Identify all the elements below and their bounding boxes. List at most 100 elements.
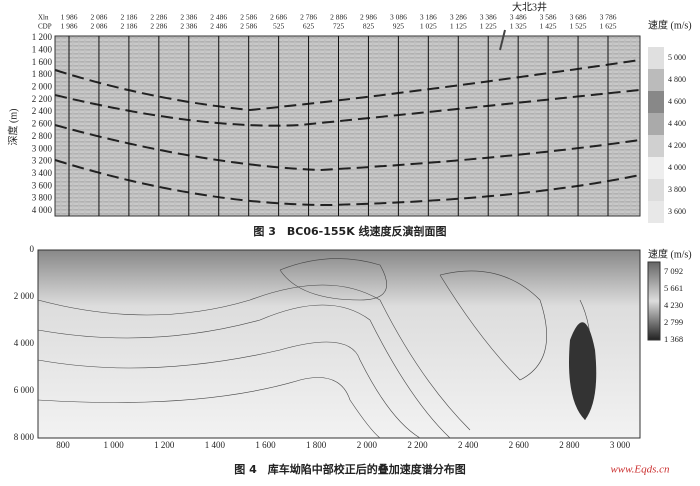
- caption: 图 3 BC06-155K 线速度反演剖面图: [253, 224, 446, 238]
- legend-label: 4 800: [668, 75, 686, 84]
- y-label: 6 000: [14, 385, 35, 395]
- x-label: 1 400: [205, 440, 226, 450]
- xln-label: 3 186: [420, 13, 437, 22]
- legend-label: 4 600: [668, 97, 686, 106]
- cdp-label: 625: [303, 22, 315, 31]
- x-label: 2 200: [407, 440, 428, 450]
- x-label: 2 600: [509, 440, 530, 450]
- xln-label: 3 486: [510, 13, 527, 22]
- xln-label: 1 986: [61, 13, 78, 22]
- cdp-label: 1 125: [450, 22, 467, 31]
- xln-label: 2 786: [300, 13, 317, 22]
- y-label: 2 000: [32, 81, 53, 91]
- cdp-label: 1 625: [600, 22, 617, 31]
- xln-label: 2 486: [210, 13, 227, 22]
- xln-label: 3 786: [600, 13, 617, 22]
- legend-label: 2 799: [664, 317, 683, 327]
- caption: 图 4 库车坳陷中部校正后的叠加速度谱分布图: [234, 462, 465, 476]
- xln-label: 2 986: [360, 13, 377, 22]
- header-label: CDP: [38, 23, 52, 31]
- x-label: 1 600: [255, 440, 276, 450]
- xln-label: 2 886: [330, 13, 347, 22]
- header-label: Xln: [38, 14, 49, 22]
- cdp-label: 1 225: [480, 22, 497, 31]
- legend-swatch: [648, 113, 664, 135]
- legend-swatch: [648, 69, 664, 91]
- cdp-label: 925: [393, 22, 405, 31]
- legend-label: 5 000: [668, 53, 686, 62]
- xln-label: 3 686: [570, 13, 587, 22]
- legend-label: 1 368: [664, 334, 683, 344]
- horizon: [54, 159, 641, 207]
- cdp-label: 825: [363, 22, 375, 31]
- legend-swatch: [648, 47, 664, 69]
- xln-label: 3 386: [480, 13, 497, 22]
- legend-swatch: [648, 157, 664, 179]
- x-label: 2 400: [458, 440, 479, 450]
- horizon: [54, 124, 641, 172]
- colorbar: [647, 261, 661, 341]
- y-label: 4 000: [14, 338, 35, 348]
- legend-label: 4 230: [664, 300, 683, 310]
- xln-label: 2 286: [150, 13, 167, 22]
- xln-label: 2 086: [91, 13, 108, 22]
- y-label: 2 800: [32, 131, 53, 141]
- y-axis-title: 深度 (m): [6, 109, 19, 146]
- cdp-label: 1 525: [570, 22, 587, 31]
- x-label: 2 800: [559, 440, 580, 450]
- xln-label: 2 586: [240, 13, 257, 22]
- legend-label: 7 092: [664, 266, 683, 276]
- cdp-label: 525: [273, 22, 285, 31]
- y-label: 8 000: [14, 432, 35, 442]
- y-label: 2 600: [32, 119, 53, 129]
- y-label: 1 600: [32, 57, 53, 67]
- y-label: 3 800: [32, 193, 53, 203]
- watermark: www.Eqds.cn: [610, 464, 670, 476]
- legend-swatch: [648, 91, 664, 113]
- cdp-label: 2 386: [180, 22, 197, 31]
- legend-label: 4 400: [668, 119, 686, 128]
- legend-title: 速度 (m/s): [648, 18, 692, 31]
- low-velocity-zone: [569, 322, 597, 420]
- legend-label: 4 000: [668, 163, 686, 172]
- cdp-label: 2 086: [91, 22, 108, 31]
- legend-label: 4 200: [668, 141, 686, 150]
- xln-label: 2 186: [120, 13, 137, 22]
- legend-swatch: [648, 179, 664, 201]
- x-label: 2 000: [357, 440, 378, 450]
- y-label: 4 000: [32, 205, 53, 215]
- x-label: 800: [56, 440, 70, 450]
- cdp-label: 1 986: [61, 22, 78, 31]
- y-label: 3 400: [32, 168, 53, 178]
- y-label: 3 200: [32, 156, 53, 166]
- seismic-panel: [54, 35, 641, 217]
- y-label: 2 200: [32, 94, 53, 104]
- y-label: 0: [30, 244, 35, 254]
- y-label: 2 000: [14, 291, 35, 301]
- xln-label: 2 686: [270, 13, 287, 22]
- x-label: 3 000: [610, 440, 631, 450]
- legend-label: 5 661: [664, 283, 683, 293]
- xln-label: 3 286: [450, 13, 467, 22]
- legend-label: 3 600: [668, 207, 686, 216]
- legend-swatch: [648, 201, 664, 223]
- legend-swatch: [648, 135, 664, 157]
- xln-label: 3 586: [540, 13, 557, 22]
- cdp-label: 1 025: [420, 22, 437, 31]
- y-label: 1 800: [32, 69, 53, 79]
- cdp-label: 2 286: [150, 22, 167, 31]
- x-label: 1 800: [306, 440, 327, 450]
- y-label: 3 600: [32, 180, 53, 190]
- y-label: 1 400: [32, 44, 53, 54]
- contour-panel: [37, 249, 641, 439]
- well-label: 大北3井: [512, 0, 547, 13]
- x-label: 1 000: [104, 440, 125, 450]
- legend-title: 速度 (m/s): [648, 247, 692, 260]
- well-marker: [499, 29, 506, 51]
- x-label: 1 200: [154, 440, 175, 450]
- y-label: 2 400: [32, 106, 53, 116]
- cdp-label: 2 486: [210, 22, 227, 31]
- cdp-label: 2 586: [240, 22, 257, 31]
